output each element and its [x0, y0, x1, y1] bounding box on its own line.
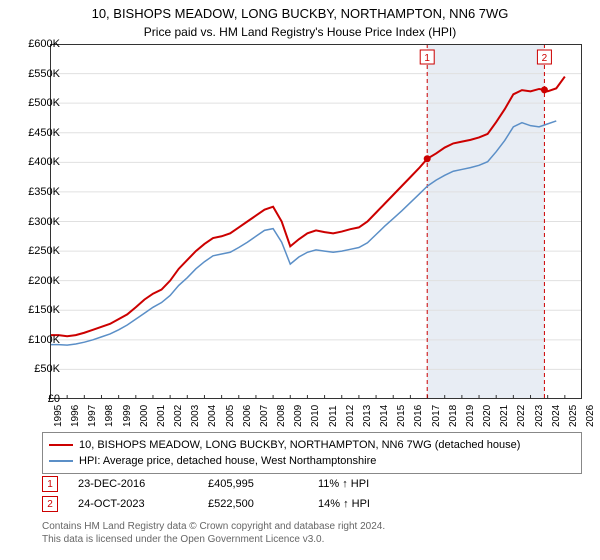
chart-subtitle: Price paid vs. HM Land Registry's House … — [0, 23, 600, 43]
marker-price: £405,995 — [208, 478, 318, 490]
x-axis-label: 2019 — [465, 405, 476, 427]
chart-title: 10, BISHOPS MEADOW, LONG BUCKBY, NORTHAM… — [0, 0, 600, 23]
marker-price: £522,500 — [208, 498, 318, 510]
marker-row: 1 23-DEC-2016£405,99511% ↑ HPI — [42, 474, 582, 494]
footer-line-2: This data is licensed under the Open Gov… — [42, 533, 582, 546]
y-axis-label: £600K — [28, 38, 60, 50]
x-axis-label: 2011 — [328, 405, 339, 427]
x-axis-label: 1997 — [87, 405, 98, 427]
marker-delta: 14% ↑ HPI — [318, 498, 418, 510]
marker-date: 24-OCT-2023 — [78, 498, 208, 510]
x-axis-label: 1999 — [122, 405, 133, 427]
x-axis-label: 1996 — [70, 405, 81, 427]
x-axis-label: 2018 — [448, 405, 459, 427]
svg-text:2: 2 — [542, 53, 548, 64]
y-axis-label: £50K — [34, 363, 60, 375]
chart-plot-area: 12 — [50, 44, 582, 399]
legend-swatch — [49, 460, 73, 462]
x-axis-label: 2013 — [362, 405, 373, 427]
x-axis-label: 2010 — [310, 405, 321, 427]
y-axis-label: £500K — [28, 97, 60, 109]
chart-svg: 12 — [50, 44, 582, 399]
y-axis-label: £150K — [28, 304, 60, 316]
footer-attribution: Contains HM Land Registry data © Crown c… — [42, 520, 582, 546]
svg-text:1: 1 — [424, 53, 430, 64]
x-axis-label: 2008 — [276, 405, 287, 427]
legend-item: HPI: Average price, detached house, West… — [49, 453, 575, 469]
x-axis-label: 2012 — [345, 405, 356, 427]
legend-swatch — [49, 444, 73, 446]
x-axis-label: 2015 — [396, 405, 407, 427]
x-axis-label: 2021 — [499, 405, 510, 427]
marker-delta: 11% ↑ HPI — [318, 478, 418, 490]
marker-row: 2 24-OCT-2023£522,50014% ↑ HPI — [42, 494, 582, 514]
y-axis-label: £350K — [28, 186, 60, 198]
x-axis-label: 2014 — [379, 405, 390, 427]
y-axis-label: £200K — [28, 275, 60, 287]
marker-table: 1 23-DEC-2016£405,99511% ↑ HPI 2 24-OCT-202… — [42, 474, 582, 514]
legend-label: 10, BISHOPS MEADOW, LONG BUCKBY, NORTHAM… — [79, 439, 520, 451]
legend-label: HPI: Average price, detached house, West… — [79, 455, 376, 467]
x-axis-label: 2007 — [259, 405, 270, 427]
x-axis-label: 2006 — [242, 405, 253, 427]
y-axis-label: £300K — [28, 216, 60, 228]
x-axis-label: 2023 — [534, 405, 545, 427]
x-axis-label: 2022 — [516, 405, 527, 427]
marker-badge: 1 — [42, 476, 58, 492]
marker-date: 23-DEC-2016 — [78, 478, 208, 490]
y-axis-label: £400K — [28, 156, 60, 168]
x-axis-label: 2005 — [225, 405, 236, 427]
x-axis-label: 2020 — [482, 405, 493, 427]
x-axis-label: 2003 — [190, 405, 201, 427]
x-axis-label: 2025 — [568, 405, 579, 427]
y-axis-label: £550K — [28, 68, 60, 80]
y-axis-label: £0 — [48, 393, 60, 405]
x-axis-label: 1995 — [53, 405, 64, 427]
x-axis-label: 2001 — [156, 405, 167, 427]
x-axis-label: 2017 — [431, 405, 442, 427]
y-axis-label: £100K — [28, 334, 60, 346]
x-axis-label: 2026 — [585, 405, 596, 427]
x-axis-label: 1998 — [104, 405, 115, 427]
x-axis-label: 2002 — [173, 405, 184, 427]
footer-line-1: Contains HM Land Registry data © Crown c… — [42, 520, 582, 533]
y-axis-label: £450K — [28, 127, 60, 139]
y-axis-label: £250K — [28, 245, 60, 257]
legend: 10, BISHOPS MEADOW, LONG BUCKBY, NORTHAM… — [42, 432, 582, 474]
x-axis-label: 2000 — [139, 405, 150, 427]
marker-badge: 2 — [42, 496, 58, 512]
legend-item: 10, BISHOPS MEADOW, LONG BUCKBY, NORTHAM… — [49, 437, 575, 453]
x-axis-label: 2009 — [293, 405, 304, 427]
x-axis-label: 2016 — [413, 405, 424, 427]
x-axis-label: 2004 — [207, 405, 218, 427]
x-axis-label: 2024 — [551, 405, 562, 427]
